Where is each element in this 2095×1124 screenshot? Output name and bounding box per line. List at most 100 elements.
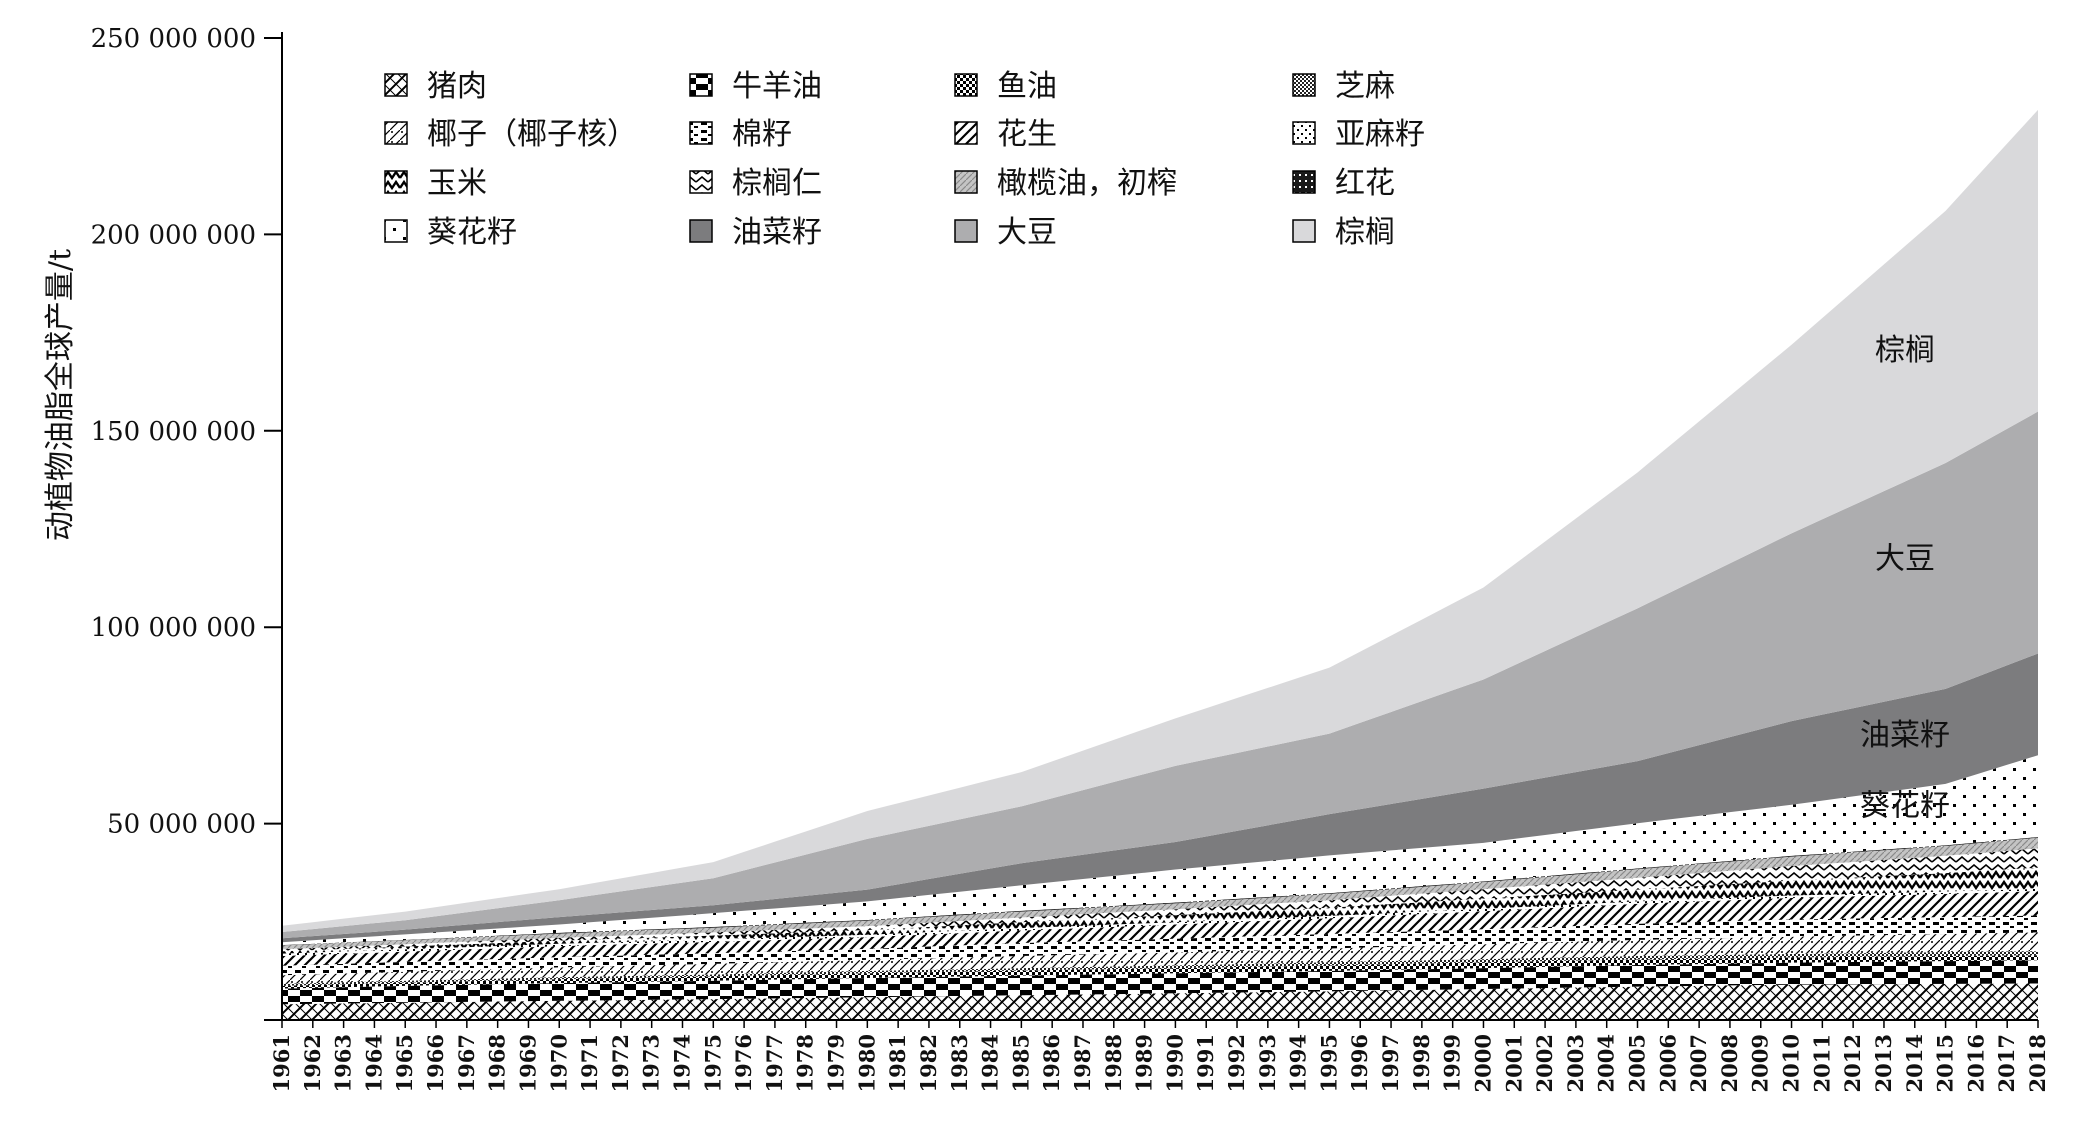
x-tick-label: 2012 xyxy=(1840,1034,1865,1092)
legend-item: 鱼油 xyxy=(954,69,1057,104)
area-coconut xyxy=(282,932,2038,984)
legend-label: 葵花籽 xyxy=(427,215,517,250)
x-tick-label: 1973 xyxy=(639,1034,664,1092)
x-tick-label: 1961 xyxy=(269,1034,294,1092)
legend-swatch xyxy=(954,121,978,145)
x-tick-label: 2017 xyxy=(1994,1034,2019,1092)
area-solid-mid xyxy=(282,411,2038,939)
legend-label: 花生 xyxy=(997,117,1057,152)
legend-item: 棕榈 xyxy=(1292,215,1395,250)
area-solid-dark xyxy=(282,653,2038,943)
x-tick-label: 1990 xyxy=(1162,1034,1187,1092)
area-peanut xyxy=(282,891,2038,966)
legend-swatch xyxy=(1292,73,1316,97)
legend-item: 橄榄油，初榨 xyxy=(954,166,1177,201)
x-tick-label: 1989 xyxy=(1132,1034,1157,1092)
y-tick-label: 100 000 000 xyxy=(91,613,256,643)
x-tick-label: 1976 xyxy=(731,1034,756,1092)
legend-label: 大豆 xyxy=(997,215,1057,250)
legend-item: 芝麻 xyxy=(1292,69,1395,104)
legend-item: 亚麻籽 xyxy=(1292,117,1425,152)
legend-swatch xyxy=(954,73,978,97)
legend-label: 椰子（椰子核） xyxy=(427,117,637,152)
legend-swatch xyxy=(384,73,408,97)
legend-label: 鱼油 xyxy=(997,69,1057,104)
x-tick-label: 1991 xyxy=(1193,1034,1218,1092)
legend-item: 油菜籽 xyxy=(689,215,822,250)
y-tick-label: 150 000 000 xyxy=(91,417,256,447)
y-tick-label: 250 000 000 xyxy=(91,24,256,54)
legend-label: 牛羊油 xyxy=(732,69,822,104)
x-tick-label: 2007 xyxy=(1686,1034,1711,1092)
x-tick-label: 1988 xyxy=(1101,1034,1126,1092)
legend-swatch xyxy=(954,219,978,243)
x-tick-label: 1962 xyxy=(300,1034,325,1092)
x-tick-label: 2015 xyxy=(1933,1034,1958,1092)
x-tick-label: 1974 xyxy=(669,1034,694,1092)
x-tick-label: 1983 xyxy=(947,1034,972,1092)
legend-label: 棕榈仁 xyxy=(732,166,822,201)
area-linseed xyxy=(282,888,2038,956)
legend-item: 红花 xyxy=(1292,166,1395,201)
legend-item: 棉籽 xyxy=(689,117,792,152)
legend-label: 玉米 xyxy=(427,166,487,201)
x-tick-label: 1994 xyxy=(1286,1034,1311,1092)
legend-item: 牛羊油 xyxy=(689,69,822,104)
x-tick-label: 1992 xyxy=(1224,1034,1249,1092)
x-tick-label: 1979 xyxy=(824,1034,849,1092)
axes: 50 000 000 100 000 000 150 000 000 200 000 … xyxy=(91,24,2050,1092)
x-tick-label: 1986 xyxy=(1039,1034,1064,1092)
y-tick-label: 50 000 000 xyxy=(107,810,256,840)
legend-label: 棉籽 xyxy=(732,117,792,152)
x-tick-label: 2018 xyxy=(2025,1034,2050,1092)
x-tick-label: 2004 xyxy=(1594,1034,1619,1092)
area-pork xyxy=(282,983,2038,1020)
area-label: 大豆 xyxy=(1875,541,1935,576)
area-solid-light xyxy=(282,109,2038,933)
legend-swatch xyxy=(954,170,978,194)
x-tick-label: 1963 xyxy=(331,1034,356,1092)
x-tick-label: 1968 xyxy=(485,1034,510,1092)
legend-label: 棕榈 xyxy=(1335,215,1395,250)
legend-item: 玉米 xyxy=(384,166,487,201)
legend-swatch xyxy=(689,170,713,194)
x-tick-label: 1969 xyxy=(515,1034,540,1092)
x-tick-label: 1972 xyxy=(608,1034,633,1092)
legend-swatch xyxy=(1292,219,1316,243)
legend-swatch xyxy=(1292,121,1316,145)
legend-label: 亚麻籽 xyxy=(1335,117,1425,152)
area-sunflower xyxy=(282,755,2038,945)
x-tick-label: 1970 xyxy=(546,1034,571,1092)
legend-swatch xyxy=(384,170,408,194)
x-tick-label: 1975 xyxy=(700,1034,725,1092)
x-tick-label: 1980 xyxy=(854,1034,879,1092)
legend-swatch xyxy=(689,73,713,97)
x-tick-label: 2009 xyxy=(1748,1034,1773,1092)
area-cotton xyxy=(282,915,2038,976)
x-tick-label: 2016 xyxy=(1963,1034,1988,1092)
x-tick-label: 2008 xyxy=(1717,1034,1742,1092)
legend-swatch xyxy=(1292,170,1316,194)
x-tick-label: 2014 xyxy=(1902,1034,1927,1092)
x-tick-label: 2006 xyxy=(1655,1034,1680,1092)
x-tick-label: 1993 xyxy=(1255,1034,1280,1092)
x-tick-label: 2010 xyxy=(1779,1034,1804,1092)
legend-label: 芝麻 xyxy=(1335,69,1395,104)
x-tick-label: 1987 xyxy=(1070,1034,1095,1092)
x-tick-label: 1985 xyxy=(1008,1034,1033,1092)
x-tick-label: 2000 xyxy=(1470,1034,1495,1092)
x-tick-label: 1977 xyxy=(762,1034,787,1092)
legend-item: 大豆 xyxy=(954,215,1057,250)
x-tick-label: 1984 xyxy=(978,1034,1003,1092)
legend-item: 花生 xyxy=(954,117,1057,152)
legend-item: 棕榈仁 xyxy=(689,166,822,201)
y-tick-label: 200 000 000 xyxy=(91,220,256,250)
x-tick-label: 1998 xyxy=(1409,1034,1434,1092)
area-layers xyxy=(282,109,2038,1020)
area-checker xyxy=(282,960,2038,1005)
x-tick-label: 2002 xyxy=(1532,1034,1557,1092)
